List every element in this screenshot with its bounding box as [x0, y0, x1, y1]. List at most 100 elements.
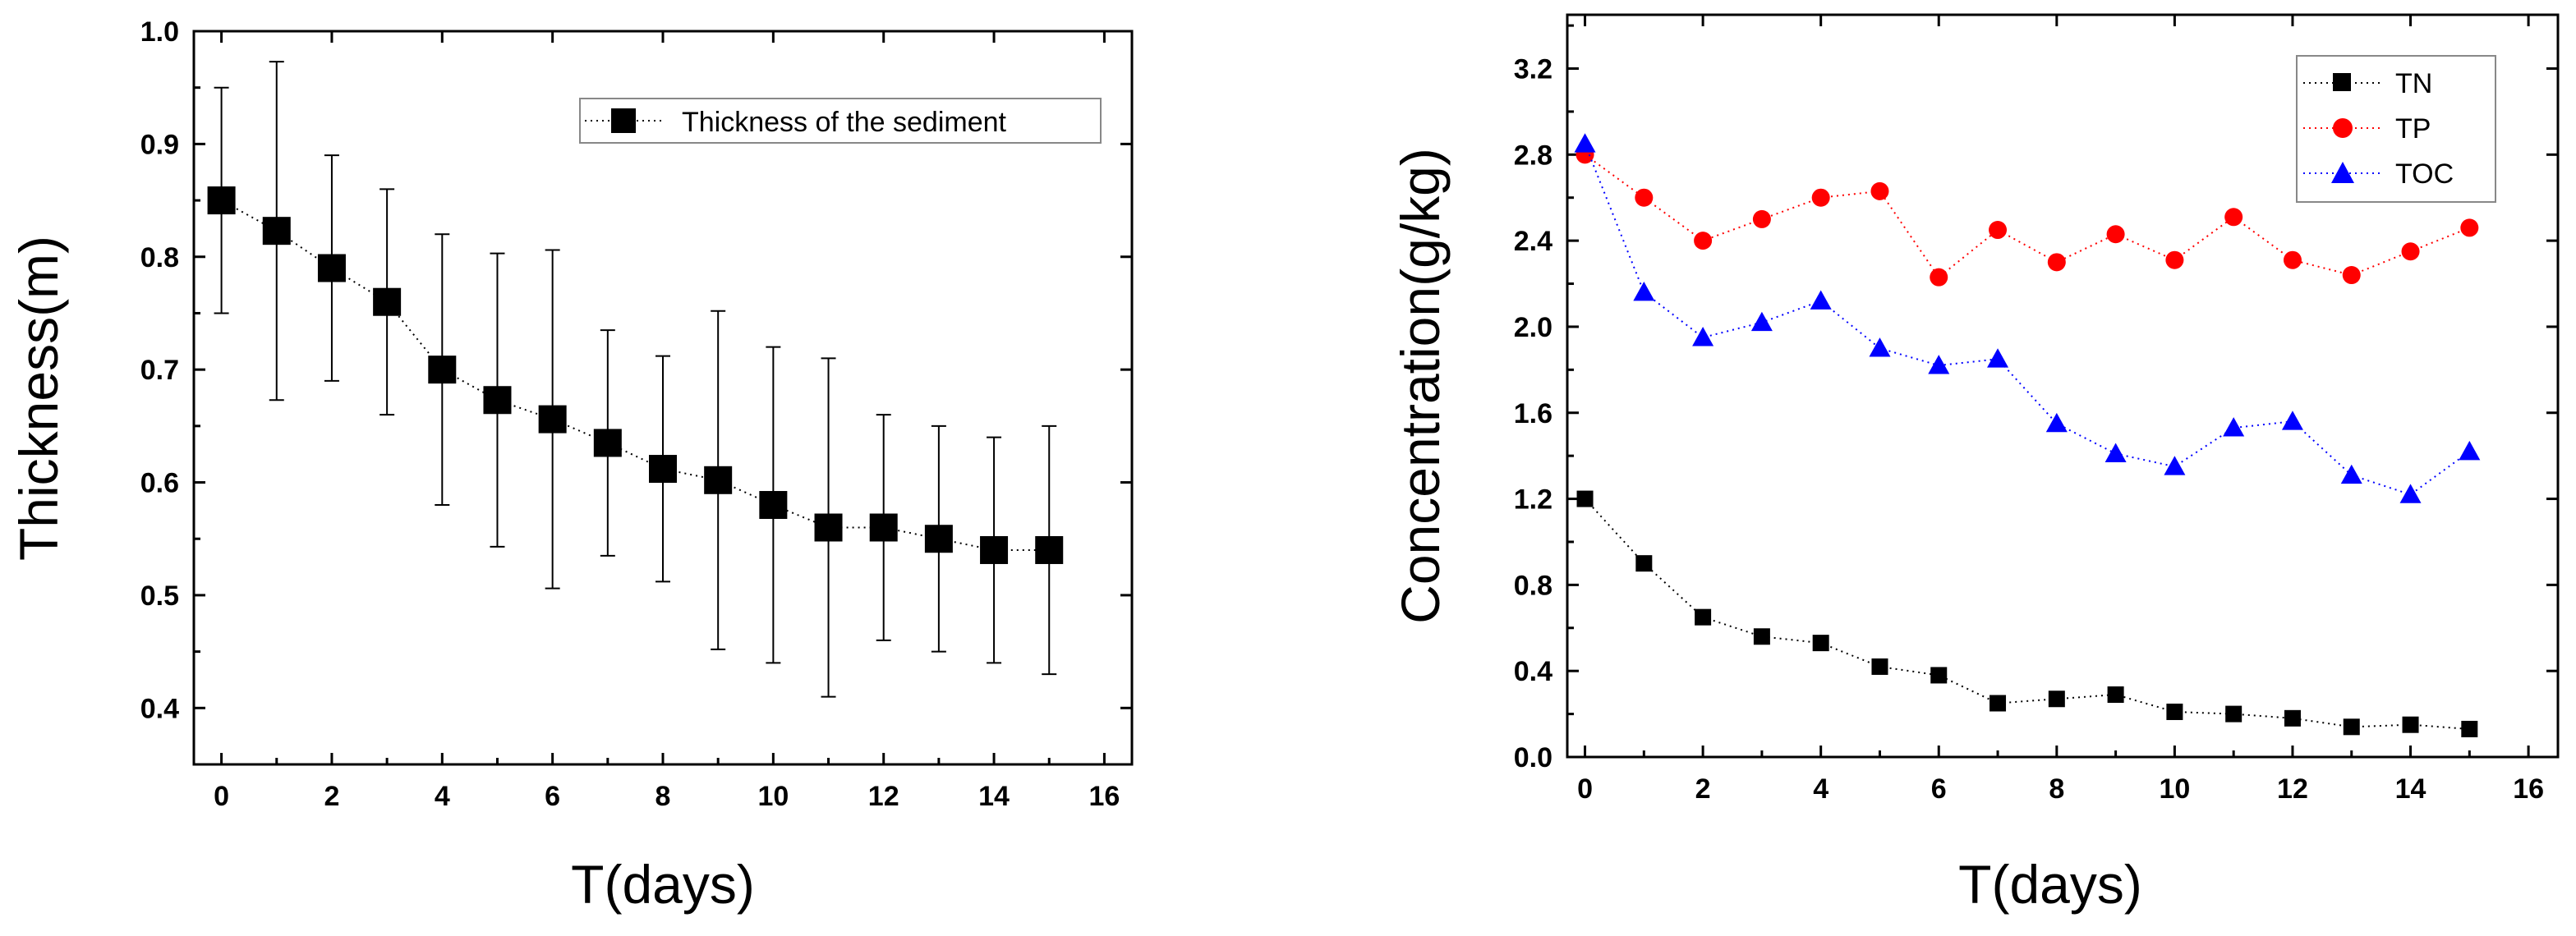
concentration-x-tick-label: 14: [2395, 773, 2426, 805]
data-point-tp: [1870, 181, 1889, 200]
thickness-x-tick-label: 6: [545, 781, 560, 812]
data-point-tn: [2048, 691, 2065, 708]
data-point-thickness-of-the-sediment: [207, 186, 236, 215]
concentration-x-tick-label: 8: [2049, 773, 2064, 805]
data-point-tp: [2401, 242, 2420, 261]
thickness-legend: Thickness of the sediment: [579, 98, 1102, 144]
data-point-tn: [1812, 635, 1829, 652]
data-point-thickness-of-the-sediment: [1035, 535, 1064, 564]
thickness-y-tick-label: 0.9: [140, 129, 179, 160]
thickness-x-tick-label: 8: [656, 781, 671, 812]
thickness-y-tick-label: 0.4: [140, 693, 179, 724]
thickness-y-tick-label: 0.6: [140, 468, 179, 499]
thickness-x-axis-title: T(days): [571, 854, 755, 915]
data-point-toc: [2340, 464, 2362, 484]
concentration-x-tick-label: 10: [2159, 773, 2190, 805]
concentration-ticks: 0 2 4 6 8 10 12 14 16 0.0 0.4 0.8 1.2 1.6 2.0 2.4 2.8 3.2: [1514, 15, 2558, 805]
concentration-x-axis-title: T(days): [1958, 854, 2142, 915]
thickness-x-tick-label: 4: [435, 781, 450, 812]
data-point-tp: [1989, 221, 2008, 240]
concentration-x-tick-label: 2: [1695, 773, 1711, 805]
thickness-legend-label: Thickness of the sediment: [682, 107, 1007, 138]
data-point-toc: [1928, 355, 1950, 374]
concentration-y-tick-label: 0.8: [1514, 570, 1552, 601]
legend-toc-marker: [2331, 162, 2354, 183]
data-point-toc: [2223, 417, 2245, 437]
data-point-tp: [2224, 208, 2243, 227]
data-point-toc: [1869, 337, 1891, 357]
thickness-marks: [207, 61, 1064, 698]
data-point-thickness-of-the-sediment: [593, 429, 622, 457]
concentration-legend: TN TP TOC: [2296, 55, 2496, 203]
data-point-toc: [1692, 327, 1714, 346]
concentration-legend-box: [2296, 55, 2496, 203]
data-point-tn: [1576, 490, 1594, 507]
data-point-thickness-of-the-sediment: [428, 356, 457, 384]
data-point-toc: [1750, 311, 1773, 332]
thickness-x-tick-label: 12: [868, 781, 899, 812]
data-point-toc: [2281, 411, 2303, 430]
concentration-y-tick-label: 1.6: [1514, 398, 1552, 429]
data-point-toc: [1987, 348, 2009, 368]
legend-tp-marker: [2333, 118, 2353, 138]
data-point-thickness-of-the-sediment: [317, 254, 346, 282]
concentration-x-tick-label: 12: [2277, 773, 2308, 805]
thickness-x-tick-label: 2: [324, 781, 339, 812]
concentration-x-tick-label: 6: [1931, 773, 1947, 805]
concentration-y-tick-label: 2.4: [1514, 226, 1552, 257]
data-point-tp: [1752, 209, 1771, 228]
data-point-tn: [2166, 703, 2183, 720]
thickness-x-tick-label: 16: [1088, 781, 1120, 812]
thickness-x-tick-label: 14: [978, 781, 1010, 812]
data-point-toc: [2459, 440, 2481, 461]
data-point-tp: [2047, 253, 2066, 272]
data-point-tp: [2106, 225, 2125, 244]
concentration-x-tick-label: 16: [2513, 773, 2544, 805]
concentration-x-tick-label: 0: [1577, 773, 1593, 805]
data-point-toc: [2104, 443, 2127, 462]
data-point-tn: [2402, 716, 2419, 733]
concentration-chart: 0 2 4 6 8 10 12 14 16 0.0 0.4 0.8 1.2 1.6 2.0 2.4 2.8 3.2…: [1390, 13, 2560, 915]
concentration-y-tick-label: 1.2: [1514, 484, 1552, 516]
data-point-toc: [2045, 412, 2068, 433]
data-point-tn: [2461, 720, 2478, 737]
concentration-plot-frame: [1566, 13, 2560, 759]
data-point-thickness-of-the-sediment: [814, 513, 843, 542]
concentration-marks: [1574, 133, 2481, 737]
data-point-thickness-of-the-sediment: [373, 287, 402, 316]
data-point-thickness-of-the-sediment: [483, 386, 512, 415]
legend-tn-marker: [2333, 73, 2351, 91]
legend-tp-label: TP: [2395, 113, 2431, 145]
concentration-y-tick-label: 2.8: [1514, 140, 1552, 171]
data-point-tn: [1990, 695, 2007, 712]
series-line-thickness-of-the-sediment: [221, 200, 1050, 551]
thickness-y-tick-label: 0.8: [140, 242, 179, 273]
thickness-y-axis-title: Thickness(m): [8, 236, 69, 561]
data-point-thickness-of-the-sediment: [980, 535, 1009, 564]
data-point-tp: [1811, 188, 1830, 207]
data-point-tn: [2225, 705, 2242, 723]
concentration-x-tick-label: 4: [1813, 773, 1828, 805]
data-point-toc: [1574, 133, 1596, 153]
data-point-thickness-of-the-sediment: [924, 525, 953, 553]
data-point-thickness-of-the-sediment: [262, 217, 291, 245]
data-point-tn: [2284, 709, 2301, 727]
data-point-tn: [2107, 686, 2124, 704]
data-point-thickness-of-the-sediment: [869, 513, 898, 542]
data-point-tn: [1871, 658, 1888, 675]
concentration-y-tick-label: 0.0: [1514, 742, 1552, 773]
data-point-thickness-of-the-sediment: [759, 491, 788, 520]
thickness-y-tick-label: 1.0: [140, 16, 179, 48]
concentration-y-tick-label: 0.4: [1514, 656, 1552, 687]
legend-toc-label: TOC: [2395, 158, 2454, 190]
data-point-tn: [1930, 667, 1948, 684]
data-point-toc: [1810, 290, 1832, 310]
data-point-toc: [2164, 456, 2186, 475]
data-point-tp: [1930, 268, 1948, 287]
thickness-x-tick-label: 0: [214, 781, 229, 812]
thickness-x-tick-label: 10: [757, 781, 789, 812]
data-point-tn: [1695, 608, 1712, 626]
legend-tn-label: TN: [2395, 68, 2432, 99]
data-point-tn: [2343, 718, 2360, 736]
